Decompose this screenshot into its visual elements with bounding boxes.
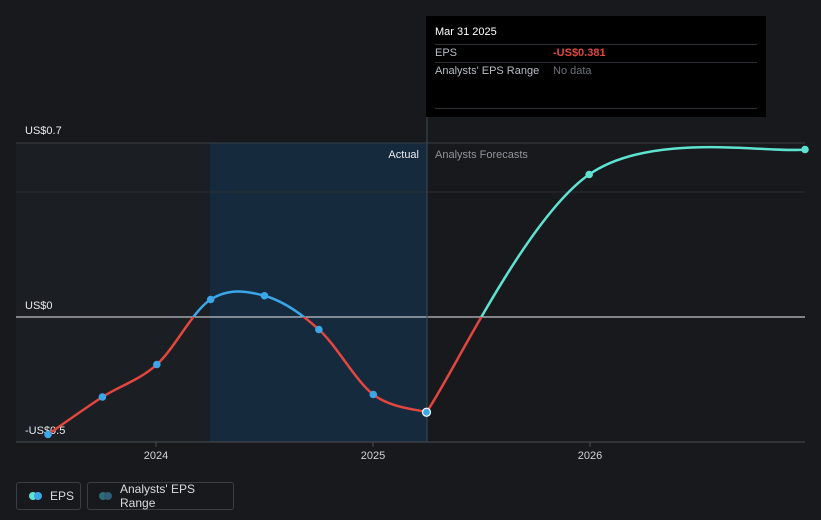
y-label-top: US$0.7 <box>25 125 62 137</box>
legend-eps-button[interactable]: EPS <box>16 482 81 510</box>
x-tick-label: 2025 <box>361 450 385 462</box>
legend-range-button[interactable]: Analysts' EPS Range <box>87 482 234 510</box>
x-tick-label: 2024 <box>144 450 168 462</box>
tooltip-eps-key: EPS <box>435 47 458 59</box>
y-label-zero: US$0 <box>25 300 53 312</box>
eps-forecast-line-negative <box>425 317 483 414</box>
tooltip-divider <box>435 108 757 109</box>
eps-legend-icon <box>29 492 42 500</box>
eps-point[interactable] <box>315 325 323 334</box>
past-shade <box>16 143 210 442</box>
x-tick-2024: 2024 <box>144 442 168 462</box>
tooltip: Mar 31 2025 EPS -US$0.381 Analysts' EPS … <box>426 16 766 117</box>
eps-point[interactable] <box>44 430 52 439</box>
tooltip-eps-value: -US$0.381 <box>553 47 606 59</box>
x-tick-2025: 2025 <box>361 442 385 462</box>
eps-point[interactable] <box>153 360 161 369</box>
tooltip-date: Mar 31 2025 <box>435 26 497 38</box>
legend-eps-label: EPS <box>50 489 75 503</box>
legend-range-label: Analysts' EPS Range <box>120 482 195 510</box>
tooltip-row-eps: EPS -US$0.381 <box>435 44 757 62</box>
eps-point[interactable] <box>369 390 378 399</box>
points-layer <box>44 145 809 439</box>
eps-forecast-line-positive <box>479 145 807 317</box>
eps-point[interactable] <box>421 407 432 417</box>
forecast-point[interactable] <box>801 145 809 154</box>
eps-point[interactable] <box>260 291 269 300</box>
forecast-point[interactable] <box>585 170 593 179</box>
tooltip-range-key: Analysts' EPS Range <box>435 65 540 77</box>
x-tick-label: 2026 <box>578 450 602 462</box>
eps-actual-line-negative <box>46 317 428 436</box>
range-legend-icon <box>99 492 112 500</box>
eps-point[interactable] <box>206 295 215 304</box>
x-tick-2026: 2026 <box>578 442 602 462</box>
tooltip-range-value: No data <box>553 65 592 77</box>
label-analysts-forecasts: Analysts Forecasts <box>435 149 528 161</box>
label-actual: Actual <box>388 149 419 161</box>
eps-point[interactable] <box>98 393 107 401</box>
tooltip-row-range: Analysts' EPS Range No data <box>435 62 757 80</box>
eps-actual-line-positive <box>191 290 306 317</box>
